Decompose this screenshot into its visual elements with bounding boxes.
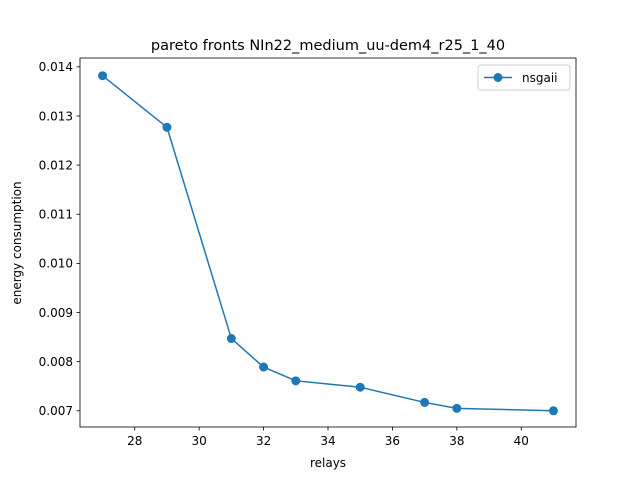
x-axis-label: relays [310, 456, 346, 470]
data-point [162, 122, 172, 132]
x-tick-label: 36 [385, 434, 400, 448]
legend-label: nsgaii [522, 71, 558, 85]
chart-title: pareto fronts NIn22_medium_uu-dem4_r25_1… [151, 38, 505, 54]
data-point [452, 403, 462, 413]
plot-frame [79, 57, 577, 428]
y-tick-label: 0.010 [39, 257, 73, 271]
x-tick-label: 34 [320, 434, 335, 448]
legend-marker [493, 73, 503, 82]
y-tick-label: 0.013 [39, 109, 73, 123]
x-tick-label: 32 [256, 434, 271, 448]
data-point [548, 406, 558, 416]
y-tick-label: 0.011 [39, 208, 73, 222]
data-point [259, 362, 269, 372]
x-tick-label: 30 [192, 434, 207, 448]
data-point [420, 397, 430, 407]
data-point [226, 334, 236, 344]
y-tick-label: 0.012 [39, 158, 73, 172]
legend-box [477, 64, 571, 91]
data-point [355, 382, 365, 392]
y-tick-label: 0.014 [39, 60, 73, 74]
x-tick-label: 28 [127, 434, 142, 448]
y-tick-label: 0.008 [39, 355, 73, 369]
data-point [98, 71, 108, 81]
y-axis-label: energy consumption [10, 181, 24, 304]
x-tick-label: 40 [514, 434, 529, 448]
data-point [291, 376, 301, 386]
x-tick-label: 38 [449, 434, 464, 448]
y-tick-label: 0.007 [39, 404, 73, 418]
y-tick-label: 0.009 [39, 306, 73, 320]
